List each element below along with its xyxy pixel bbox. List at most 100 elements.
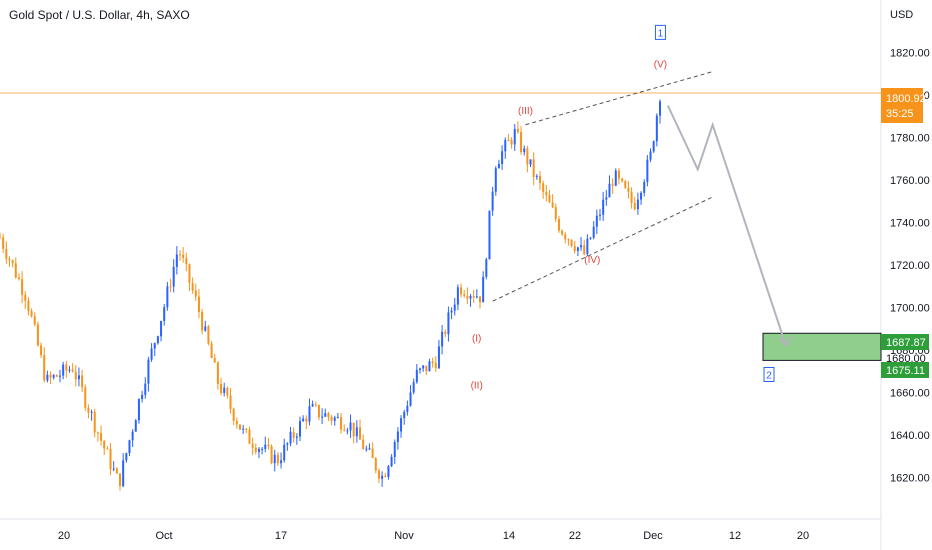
candle-body [542, 183, 545, 192]
candle-body [526, 148, 529, 165]
candle-body [14, 263, 17, 278]
candle-body [317, 404, 320, 418]
candle-body [27, 300, 30, 311]
candle-body [242, 428, 245, 430]
candle-body [340, 417, 343, 430]
candle-body [68, 369, 71, 371]
wave-label: (IV) [584, 255, 600, 266]
candle-body [516, 128, 519, 132]
candle-body [295, 436, 298, 438]
candles [0, 99, 661, 491]
candle-body [589, 237, 592, 239]
candle-body [286, 443, 289, 445]
target-zone[interactable] [762, 332, 882, 361]
candle-body [602, 199, 605, 215]
channel-lower-line[interactable] [492, 196, 713, 302]
candle-body [567, 239, 570, 241]
candle-body [150, 348, 153, 360]
candle-body [248, 429, 251, 444]
candle-body [419, 368, 421, 370]
candle-body [267, 444, 270, 447]
candle-body [333, 417, 336, 421]
projection-arrowhead [778, 336, 793, 348]
candle-body [434, 362, 437, 369]
candle-body [488, 210, 491, 260]
candle-body [428, 361, 431, 372]
candle-body [314, 404, 317, 406]
candle-body [409, 392, 412, 406]
candle-body [469, 295, 472, 299]
candle-body [115, 468, 118, 474]
candle-body [513, 128, 516, 145]
candle-body [131, 431, 134, 441]
candle-body [463, 294, 466, 296]
candle-body [447, 312, 450, 335]
candle-body [172, 266, 175, 287]
candle-body [235, 420, 238, 425]
candle-body [226, 387, 229, 396]
projection-path[interactable] [667, 105, 787, 347]
candle-body [450, 310, 453, 313]
candle-body [141, 394, 144, 400]
candle-body [510, 140, 513, 145]
candle-body [608, 183, 611, 198]
price-tick-label: 1720.00 [890, 260, 930, 272]
currency-label: USD [890, 9, 913, 21]
candle-body [223, 387, 226, 393]
wave-degree-label: 1 [658, 28, 664, 39]
candle-body [299, 421, 301, 437]
candle-body [261, 448, 264, 450]
candle-body [175, 254, 178, 267]
chart-title: Gold Spot / U.S. Dollar, 4h, SAXO [9, 8, 190, 22]
candle-body [204, 326, 207, 331]
price-tick-label: 1700.00 [890, 303, 930, 315]
candle-body [5, 248, 8, 259]
candle-body [137, 399, 140, 421]
candle-body [257, 449, 260, 452]
candle-body [460, 287, 463, 295]
candle-body [643, 181, 646, 193]
candle-body [359, 427, 361, 440]
candle-body [396, 431, 399, 443]
candle-body [472, 295, 475, 298]
candle-body [216, 362, 219, 384]
candle-body [125, 453, 128, 461]
candle-body [24, 294, 27, 301]
candle-body [475, 296, 478, 298]
candle-body [529, 159, 532, 165]
candle-body [479, 296, 481, 303]
candle-body [570, 239, 573, 247]
price-tick-label: 1660.00 [890, 388, 930, 400]
candle-body [646, 159, 649, 182]
candle-body [377, 470, 380, 479]
time-axis[interactable]: 20 Oct 17 Nov 14 22 Dec 12 20 [58, 530, 809, 542]
zone-top-badge: 1687.87 [881, 334, 929, 350]
candle-body [403, 411, 406, 419]
candle-body [437, 346, 440, 369]
candle-body [557, 218, 560, 231]
price-tick-label: 1780.00 [890, 133, 930, 145]
candle-body [482, 276, 485, 303]
candle-body [30, 310, 33, 317]
candle-body [321, 416, 324, 418]
price-tick-label: 1640.00 [890, 430, 930, 442]
candle-body [21, 279, 24, 295]
candle-body [201, 312, 204, 331]
candle-body [106, 448, 109, 450]
candle-body [87, 407, 90, 413]
time-tick-label: 20 [797, 530, 809, 542]
candle-body [213, 358, 216, 363]
current-price-badge: 1800.92 35:25 [881, 88, 926, 123]
candle-body [456, 287, 459, 305]
candle-body [441, 331, 444, 347]
candle-body [551, 202, 554, 208]
candle-body [122, 460, 125, 487]
candle-body [425, 365, 428, 372]
candle-body [539, 175, 541, 184]
time-tick-label: Nov [394, 530, 414, 542]
candle-body [156, 336, 159, 344]
channel-upper-line[interactable] [525, 71, 713, 126]
candle-body [49, 374, 52, 378]
candle-body [387, 466, 390, 477]
